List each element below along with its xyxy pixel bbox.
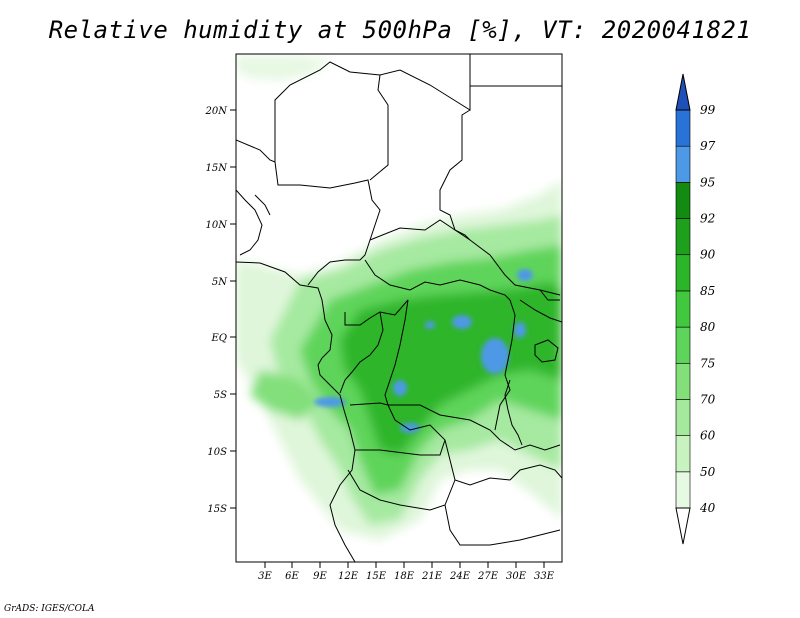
saturated-patch: [393, 380, 407, 396]
lon-tick-label: 9E: [313, 571, 327, 582]
colorbar-level-label: 70: [700, 392, 716, 406]
border: [499, 439, 561, 451]
lon-axis: 3E 6E 9E 12E 15E 18E 21E 24E 27E 30E 33E: [258, 562, 555, 582]
lat-tick-label: EQ: [211, 333, 228, 344]
lat-tick-label: 15N: [206, 163, 229, 174]
border: [519, 299, 562, 323]
saturated-patch: [452, 315, 472, 329]
map-frame: [235, 53, 563, 563]
lon-tick-label: 12E: [338, 571, 359, 582]
colorbar-level-label: 60: [700, 429, 716, 443]
colorbar-level-label: 90: [700, 248, 716, 262]
border: [384, 299, 501, 441]
border: [509, 464, 562, 481]
lon-tick-label: 27E: [477, 571, 499, 582]
border: [364, 259, 511, 301]
lon-tick-label: 3E: [258, 571, 272, 582]
lat-tick-label: 5S: [214, 390, 227, 401]
border: [344, 299, 409, 326]
border: [369, 74, 389, 181]
saturated-patch: [400, 423, 420, 433]
humidity-field: [236, 56, 562, 540]
colorbar-box: [675, 435, 691, 473]
colorbar: 40 50 60 70 75 80 85 90 92 95 97 99: [675, 73, 716, 545]
lat-tick-label: 10S: [207, 447, 227, 458]
border: [379, 54, 471, 111]
lon-tick-label: 30E: [506, 571, 527, 582]
lat-axis: 20N 15N 10N 5N EQ 5S 10S 15S: [205, 106, 236, 515]
lat-tick-label: 5N: [212, 277, 228, 288]
colorbar-box: [675, 290, 691, 328]
colorbar-box: [675, 471, 691, 509]
saturated-patch: [517, 269, 533, 281]
coastline: [236, 261, 356, 562]
border: [444, 504, 561, 546]
humidity-light-north: [236, 56, 330, 80]
lake: [504, 379, 523, 446]
colorbar-low-triangle: [675, 507, 691, 545]
credit-label: GrADS: IGES/COLA: [4, 604, 95, 614]
colorbar-level-label: 97: [700, 139, 716, 153]
colorbar-box: [675, 254, 691, 292]
border: [236, 189, 263, 256]
colorbar-level-label: 92: [700, 212, 715, 226]
border: [494, 299, 516, 431]
colorbar-level-label: 40: [699, 501, 716, 515]
chart-title: Relative humidity at 500hPa [%], VT: 202…: [48, 16, 752, 44]
colorbar-high-triangle: [675, 73, 691, 111]
colorbar-box: [675, 145, 691, 183]
lat-tick-label: 20N: [205, 106, 229, 117]
border: [274, 161, 381, 286]
lon-tick-label: 15E: [366, 571, 387, 582]
saturated-patch: [514, 322, 526, 338]
colorbar-box: [675, 182, 691, 219]
colorbar-box: [675, 362, 691, 400]
border: [254, 194, 271, 216]
colorbar-level-label: 75: [700, 356, 715, 370]
colorbar-level-label: 95: [700, 175, 715, 189]
colorbar-box: [675, 109, 691, 147]
colorbar-box: [675, 326, 691, 364]
colorbar-box: [675, 399, 691, 436]
border: [369, 219, 561, 296]
colorbar-level-label: 50: [700, 465, 716, 479]
country-borders: [236, 54, 562, 562]
border: [439, 109, 471, 241]
humidity-west-band: [250, 370, 320, 420]
saturated-patch: [314, 397, 346, 407]
border: [339, 311, 384, 394]
lon-tick-label: 33E: [534, 571, 555, 582]
colorbar-box: [675, 218, 691, 256]
lake: [534, 339, 559, 363]
colorbar-level-label: 85: [700, 284, 715, 298]
lon-tick-label: 6E: [285, 571, 299, 582]
border: [349, 402, 511, 486]
colorbar-level-label: 80: [700, 320, 716, 334]
colorbar-level-label: 99: [700, 103, 716, 117]
humidity-deep-region: [340, 282, 562, 455]
lat-tick-label: 10N: [206, 220, 229, 231]
border: [355, 439, 446, 456]
lon-tick-label: 21E: [421, 571, 443, 582]
lat-tick-label: 15S: [207, 504, 227, 515]
lon-tick-label: 24E: [449, 571, 471, 582]
border: [236, 61, 381, 163]
border: [539, 289, 560, 301]
saturated-patch: [425, 321, 435, 329]
lon-tick-label: 18E: [394, 571, 415, 582]
saturated-patch: [481, 338, 509, 374]
